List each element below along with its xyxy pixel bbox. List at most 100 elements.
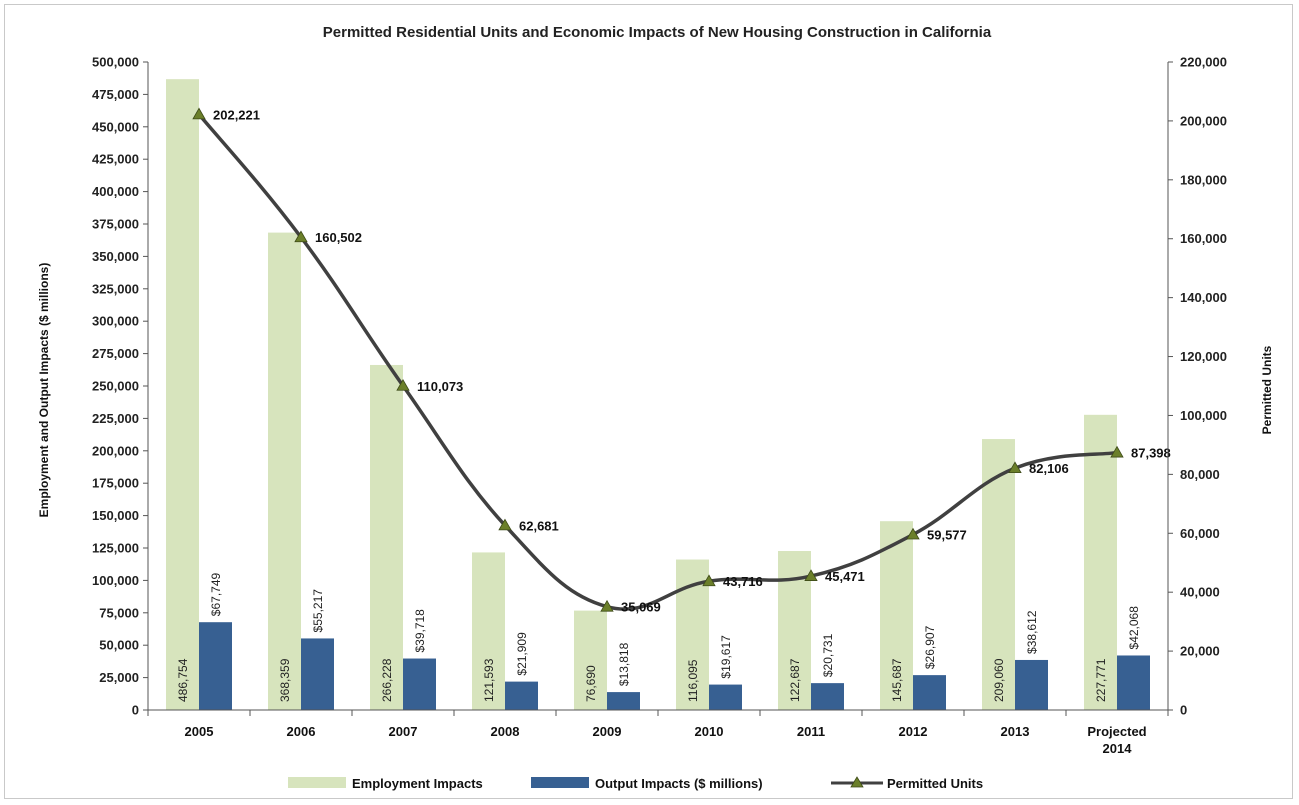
right-axis-label: Permitted Units: [1260, 345, 1274, 434]
employment-bar: [472, 552, 505, 710]
permitted-units-series-line: [197, 113, 1118, 611]
left-tick-label: 125,000: [92, 541, 139, 556]
permitted-units-marker: [1110, 445, 1124, 458]
left-tick-label: 225,000: [92, 411, 139, 426]
category-label: 2010: [695, 724, 724, 739]
bar-labels: 486,754 $67,749 368,359 $55,217 266,228 $39,7…: [176, 572, 1141, 702]
right-tick-label: 0: [1180, 703, 1187, 718]
output-bar: [505, 681, 538, 710]
output-bar: [913, 675, 946, 710]
legend-swatch-output: [531, 777, 589, 788]
category-label: 2005: [185, 724, 214, 739]
chart-title: Permitted Residential Units and Economic…: [323, 24, 992, 41]
permitted-units-marker: [1008, 461, 1022, 474]
permitted-units-marker: [600, 599, 614, 612]
left-tick-label: 425,000: [92, 152, 139, 167]
legend-swatch-permitted-marker: [850, 776, 864, 788]
left-tick-label: 275,000: [92, 346, 139, 361]
employment-bar: [574, 610, 607, 710]
employment-data-label: 486,754: [176, 658, 190, 702]
employment-data-label: 266,228: [380, 658, 394, 702]
employment-bar: [1084, 414, 1117, 710]
chart-frame: Permitted Residential Units and Economic…: [4, 4, 1293, 799]
employment-data-label: 368,359: [278, 658, 292, 702]
output-bar: [607, 692, 640, 710]
legend-label-permitted: Permitted Units: [887, 776, 983, 791]
output-data-label: $19,617: [719, 635, 733, 679]
category-label: 2007: [389, 724, 418, 739]
left-tick-label: 150,000: [92, 508, 139, 523]
output-data-label: $67,749: [209, 572, 223, 616]
output-data-label: $21,909: [515, 632, 529, 676]
right-tick-label: 40,000: [1180, 585, 1220, 600]
right-tick-label: 80,000: [1180, 467, 1220, 482]
category-label: 2008: [491, 724, 520, 739]
left-tick-label: 400,000: [92, 184, 139, 199]
permitted-units-data-label: 45,471: [825, 569, 865, 584]
output-data-label: $42,068: [1127, 606, 1141, 650]
output-data-label: $38,612: [1025, 610, 1039, 654]
right-tick-label: 220,000: [1180, 55, 1227, 70]
output-data-label: $26,907: [923, 625, 937, 669]
permitted-units-data-label: 35,069: [621, 600, 661, 615]
left-tick-label: 300,000: [92, 314, 139, 329]
permitted-units-data-label: 82,106: [1029, 461, 1069, 476]
employment-bar: [166, 79, 199, 711]
left-tick-label: 175,000: [92, 476, 139, 491]
permitted-units-data-label: 43,716: [723, 574, 763, 589]
right-axis-ticks: 0 20,000 40,000 60,000 80,000 100,000 120,000 1…: [1168, 55, 1227, 718]
right-tick-label: 60,000: [1180, 526, 1220, 541]
right-tick-label: 20,000: [1180, 644, 1220, 659]
permitted-units-data-label: 202,221: [213, 107, 260, 122]
employment-data-label: 209,060: [992, 658, 1006, 702]
permitted-units-data-label: 59,577: [927, 528, 967, 543]
left-tick-label: 0: [132, 703, 139, 718]
right-tick-label: 100,000: [1180, 408, 1227, 423]
left-tick-label: 450,000: [92, 119, 139, 134]
output-bar: [1117, 655, 1150, 710]
employment-data-label: 121,593: [482, 658, 496, 702]
left-axis-label: Employment and Output Impacts ($ million…: [37, 263, 51, 518]
right-tick-label: 180,000: [1180, 172, 1227, 187]
axes: [147, 62, 1169, 716]
employment-data-label: 227,771: [1094, 658, 1108, 702]
legend: Employment Impacts Output Impacts ($ mill…: [288, 776, 983, 791]
permitted-units-marker: [702, 574, 716, 587]
employment-bar: [268, 232, 301, 710]
category-label: Projected 2014: [1087, 724, 1146, 756]
right-tick-label: 160,000: [1180, 231, 1227, 246]
left-tick-label: 500,000: [92, 55, 139, 70]
legend-label-employment: Employment Impacts: [352, 776, 483, 791]
permitted-units-data-label: 110,073: [417, 379, 463, 394]
output-bar: [403, 658, 436, 710]
right-tick-label: 140,000: [1180, 290, 1227, 305]
left-tick-label: 375,000: [92, 217, 139, 232]
right-tick-label: 120,000: [1180, 349, 1227, 364]
left-tick-label: 50,000: [99, 638, 139, 653]
category-label: 2009: [593, 724, 622, 739]
employment-bar: [880, 521, 913, 710]
right-tick-label: 200,000: [1180, 113, 1227, 128]
left-tick-label: 325,000: [92, 281, 139, 296]
permitted-units-marker: [192, 107, 206, 120]
permitted-units-data-label: 62,681: [519, 518, 559, 533]
left-tick-label: 250,000: [92, 379, 139, 394]
category-label: 2013: [1001, 724, 1030, 739]
permitted-units-marker: [906, 527, 920, 540]
output-bar: [1015, 659, 1048, 710]
output-bar: [301, 638, 334, 710]
output-bar: [811, 683, 844, 710]
chart: Permitted Residential Units and Economic…: [37, 24, 1274, 791]
permitted-units-line: 202,221 160,502 110,073 62,681 35,069 43,716 4…: [192, 107, 1171, 615]
employment-data-label: 116,095: [686, 659, 700, 702]
output-data-label: $39,718: [413, 609, 427, 653]
left-tick-label: 25,000: [99, 670, 139, 685]
output-data-label: $13,818: [617, 642, 631, 686]
left-tick-label: 75,000: [99, 605, 139, 620]
output-data-label: $55,217: [311, 589, 325, 633]
category-label: 2006: [287, 724, 316, 739]
permitted-units-data-label: 160,502: [315, 230, 362, 245]
output-data-label: $20,731: [821, 633, 835, 677]
employment-data-label: 76,690: [584, 665, 598, 702]
left-tick-label: 200,000: [92, 443, 139, 458]
